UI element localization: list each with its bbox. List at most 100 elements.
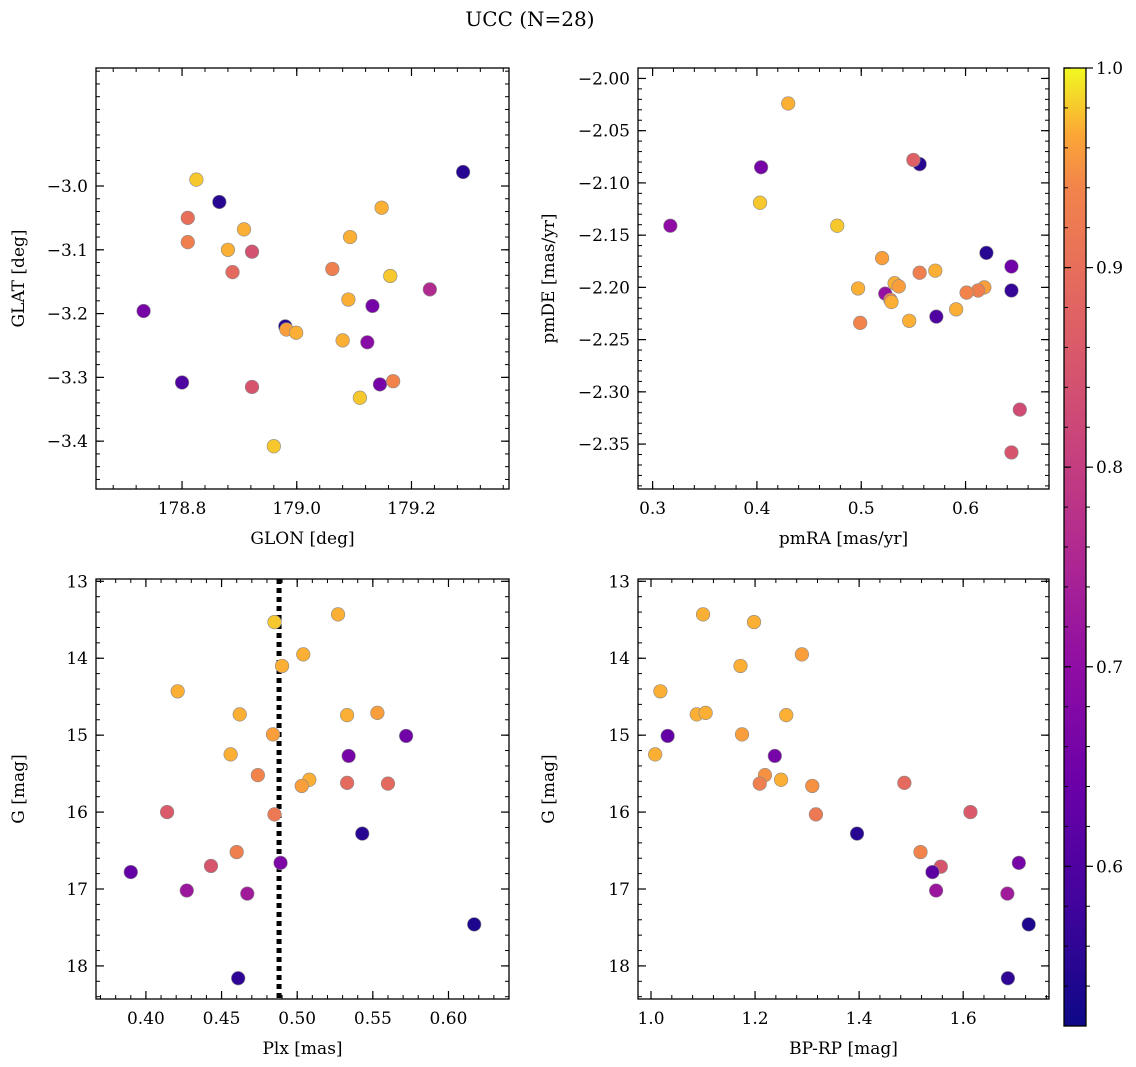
data-point (265, 727, 281, 742)
axes-frame (637, 67, 1050, 490)
data-point (180, 210, 195, 226)
data-point (330, 607, 346, 622)
data-point (372, 377, 388, 392)
data-point (296, 647, 311, 662)
scatter-panel-4: 1.0 1.2 1.4 1.6 13 14 15 16 17 18 BP-RP [mag] G [ma… (539, 572, 1050, 1059)
x-tick-label: 179.2 (387, 499, 436, 519)
x-tick-label: 0.45 (203, 1009, 241, 1029)
x-tick-label: 0.40 (127, 1009, 165, 1029)
data-point (340, 708, 355, 723)
data-point (648, 747, 663, 762)
data-point (805, 778, 820, 794)
data-point (1021, 917, 1036, 932)
data-point (913, 844, 928, 860)
data-point (399, 728, 414, 744)
x-tick-label: 0.4 (743, 499, 770, 519)
data-point (963, 804, 978, 820)
data-point (266, 439, 281, 454)
data-point (383, 268, 398, 284)
x-tick-label: 0.5 (848, 499, 875, 519)
data-point (355, 826, 370, 841)
data-point (240, 886, 255, 901)
data-point (906, 152, 921, 168)
data-point (698, 705, 713, 720)
y-tick-label: −2.30 (578, 383, 630, 403)
axes-frame (637, 578, 1050, 1000)
data-point (250, 768, 265, 783)
data-point (830, 218, 845, 233)
x-tick-label: 179.0 (272, 499, 321, 519)
y-tick-label: 13 (66, 572, 88, 592)
data-point (374, 200, 389, 215)
y-tick-label: 14 (66, 649, 88, 669)
x-axis-label: Plx [mas] (262, 1039, 342, 1059)
data-point (386, 374, 401, 389)
x-axis-label: pmRA [mas/yr] (779, 529, 908, 549)
data-point (1004, 445, 1019, 460)
data-point (1000, 886, 1015, 901)
y-tick-label: −3.0 (47, 177, 88, 197)
y-tick-label: −2.20 (578, 278, 630, 298)
colorbar-tick-label: 0.7 (1096, 658, 1123, 678)
data-point (733, 658, 748, 674)
data-point (773, 772, 789, 787)
y-tick-label: 14 (608, 649, 630, 669)
data-point (341, 292, 356, 307)
data-point (180, 235, 195, 250)
data-point (341, 748, 356, 764)
data-point (1012, 402, 1027, 417)
data-point (220, 242, 236, 257)
data-point (779, 708, 794, 723)
data-point (225, 265, 240, 280)
data-point (343, 229, 358, 245)
y-tick-label: −3.3 (47, 368, 88, 388)
y-tick-label: −3.2 (47, 305, 88, 325)
y-tick-label: −2.25 (578, 331, 630, 351)
axes-frame (95, 67, 510, 490)
y-axis-label: pmDE [mas/yr] (539, 213, 559, 343)
data-point (340, 775, 355, 790)
data-point (874, 251, 890, 266)
data-point (174, 375, 190, 390)
y-tick-label: 16 (66, 803, 88, 823)
data-point (891, 279, 906, 294)
data-point (752, 195, 768, 210)
y-tick-label: −2.10 (578, 174, 630, 194)
plots-layer: 178.8 179.0 179.2 −3.0 −3.1 −3.2 −3.3 −3.4 GLON … (9, 67, 1050, 1059)
x-tick-label: 0.50 (278, 1009, 316, 1029)
data-point (179, 883, 194, 898)
y-tick-label: −3.1 (47, 241, 88, 261)
data-point (223, 747, 238, 762)
data-point (203, 858, 219, 874)
data-point (352, 390, 367, 405)
data-point (781, 96, 796, 111)
data-point (244, 244, 260, 259)
axes-frame (95, 578, 510, 1000)
x-tick-label: 1.4 (846, 1009, 873, 1029)
data-point (244, 379, 260, 395)
data-point (289, 325, 304, 340)
data-point (929, 883, 944, 898)
x-tick-label: 1.2 (742, 1009, 769, 1029)
y-tick-label: 16 (608, 803, 630, 823)
y-axis-label: G [mag] (539, 754, 559, 823)
data-point (734, 727, 750, 742)
data-point (1000, 971, 1016, 986)
data-point (979, 245, 994, 261)
figure-title: UCC (N=28) (465, 7, 594, 31)
x-tick-label: 0.55 (354, 1009, 392, 1029)
data-point (928, 263, 943, 278)
data-point (160, 804, 175, 820)
data-point (231, 971, 246, 986)
scatter-panel-1: 178.8 179.0 179.2 −3.0 −3.1 −3.2 −3.3 −3.4 GLON … (9, 67, 510, 549)
scatter-panel-3: 0.40 0.45 0.50 0.55 0.60 13 14 15 16 17 18 Plx [mas… (9, 572, 510, 1059)
scatter-panel-2: 0.3 0.4 0.5 0.6 −2.00 −2.05 −2.10 −2.15 −2.20 −2.… (539, 67, 1050, 549)
data-point (335, 333, 350, 348)
data-point (170, 684, 185, 699)
y-tick-label: −2.00 (578, 69, 630, 89)
data-point (1004, 259, 1019, 274)
y-axis-label: G [mag] (9, 754, 29, 823)
data-point (959, 285, 974, 300)
data-point (370, 705, 385, 720)
x-tick-label: 1.0 (637, 1009, 664, 1029)
